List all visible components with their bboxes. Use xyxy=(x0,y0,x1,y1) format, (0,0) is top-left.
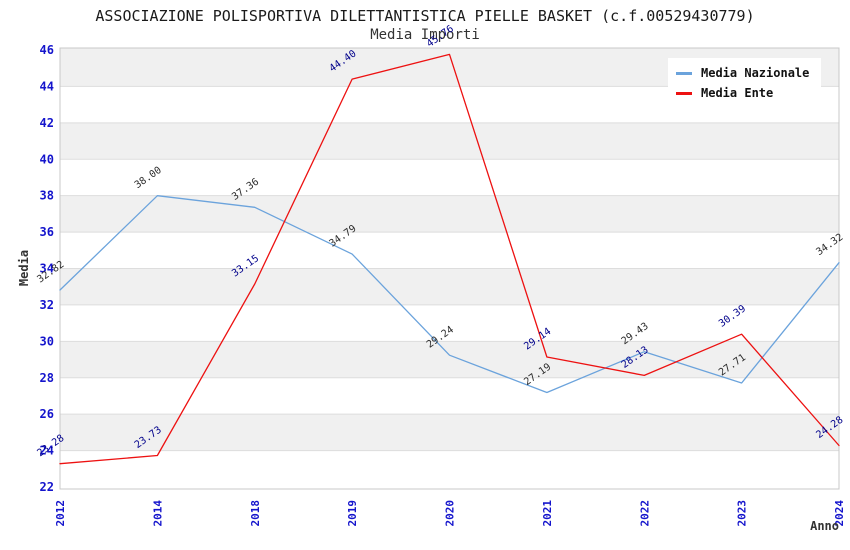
y-tick-label: 30 xyxy=(40,334,54,348)
plot-band xyxy=(60,304,839,342)
x-tick-label: 2018 xyxy=(249,500,262,527)
plot-band xyxy=(60,414,839,451)
y-tick-label: 22 xyxy=(40,480,54,494)
y-tick-label: 28 xyxy=(40,371,54,385)
plot-band xyxy=(60,122,839,160)
plot-band xyxy=(60,159,839,196)
x-axis-title: Anno xyxy=(810,519,839,533)
plot-border xyxy=(59,47,840,490)
y-tick-label: 36 xyxy=(40,225,54,239)
y-tick-label: 26 xyxy=(40,407,54,421)
x-tick-label: 2014 xyxy=(151,500,164,527)
x-tick-label: 2022 xyxy=(638,500,651,527)
plot-band xyxy=(60,450,839,489)
legend-label-media-nazionale: Media Nazionale xyxy=(701,66,810,80)
chart-title: ASSOCIAZIONE POLISPORTIVA DILETTANTISTIC… xyxy=(95,7,755,25)
legend-item-media-nazionale[interactable]: Media Nazionale xyxy=(676,63,809,83)
y-tick-label: 24 xyxy=(40,444,54,458)
y-tick-label: 44 xyxy=(40,79,54,93)
y-axis-title: Media xyxy=(17,250,31,286)
series-line-media-nazionale xyxy=(59,195,840,394)
legend-item-media-ente[interactable]: Media Ente xyxy=(676,83,809,103)
legend-label-media-ente: Media Ente xyxy=(701,86,774,100)
data-label-media-ente: 45.76 xyxy=(425,24,456,50)
plot-band xyxy=(60,195,839,233)
plot-band xyxy=(60,268,839,305)
series-line-media-ente xyxy=(59,53,840,465)
y-tick-label: 46 xyxy=(40,43,54,57)
y-tick-label: 38 xyxy=(40,189,54,203)
x-tick-label: 2023 xyxy=(736,500,749,527)
y-tick-label: 34 xyxy=(40,262,54,276)
chart-subtitle: Media Importi xyxy=(370,27,480,43)
x-tick-label: 2021 xyxy=(541,500,554,527)
legend: Media Nazionale Media Ente xyxy=(668,58,822,108)
x-tick-label: 2012 xyxy=(54,500,67,527)
legend-swatch-media-nazionale xyxy=(676,71,692,75)
plot-band xyxy=(60,232,839,269)
plot-band xyxy=(60,377,839,415)
y-tick-label: 40 xyxy=(40,152,54,166)
x-tick-label: 2024 xyxy=(833,500,846,527)
x-tick-label: 2019 xyxy=(346,500,359,527)
legend-swatch-media-ente xyxy=(676,91,692,95)
x-tick-label: 2020 xyxy=(444,500,457,527)
y-tick-label: 42 xyxy=(40,116,54,130)
y-tick-label: 32 xyxy=(40,298,54,312)
